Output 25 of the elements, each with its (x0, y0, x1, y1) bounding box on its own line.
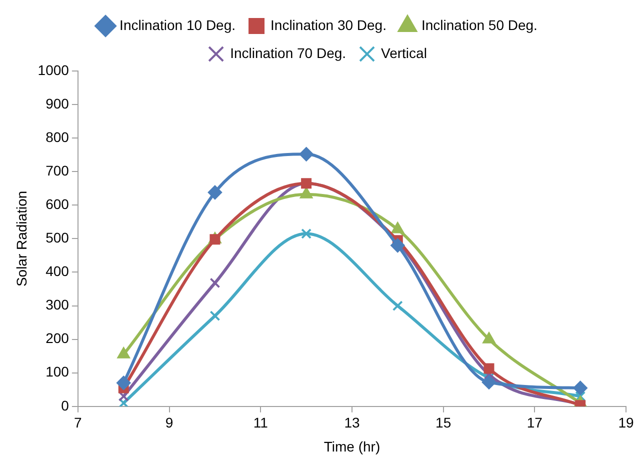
legend-label: Inclination 30 Deg. (270, 16, 386, 33)
x-tick-label: 11 (253, 414, 268, 431)
legend-label: Vertical (381, 44, 427, 61)
y-axis-title: Solar Radiation (13, 190, 30, 287)
legend-label: Inclination 50 Deg. (421, 16, 538, 33)
legend-label: Inclination 10 Deg. (120, 16, 236, 33)
y-tick-label: 900 (46, 95, 70, 112)
x-tick-label: 17 (526, 414, 543, 431)
y-tick-label: 0 (61, 397, 70, 414)
y-tick-label: 500 (46, 230, 70, 246)
x-tick-label: 19 (618, 414, 634, 431)
y-tick-label: 700 (46, 162, 70, 178)
y-tick-label: 1000 (38, 62, 70, 78)
y-tick-label: 200 (46, 330, 70, 346)
x-tick-label: 7 (74, 414, 82, 431)
x-axis-title: Time (hr) (324, 438, 380, 454)
x-tick-label: 9 (165, 414, 174, 431)
x-tick-label: 15 (436, 414, 452, 431)
y-tick-label: 800 (46, 128, 70, 145)
x-tick-label: 13 (344, 414, 360, 431)
y-tick-label: 100 (46, 364, 70, 380)
y-tick-label: 600 (46, 196, 70, 212)
y-tick-label: 400 (46, 263, 70, 280)
y-tick-label: 300 (46, 296, 70, 313)
legend-label: Inclination 70 Deg. (230, 44, 346, 61)
